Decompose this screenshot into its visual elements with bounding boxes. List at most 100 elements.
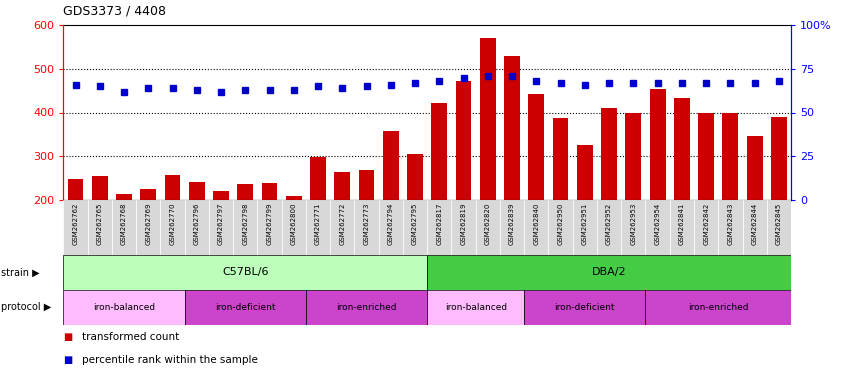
- Text: GSM262797: GSM262797: [218, 203, 224, 245]
- Bar: [189, 182, 205, 200]
- Text: GSM262800: GSM262800: [291, 203, 297, 245]
- Bar: [63, 200, 88, 255]
- Bar: [88, 200, 112, 255]
- Text: GSM262951: GSM262951: [582, 203, 588, 245]
- Bar: [261, 184, 277, 200]
- Text: GSM262820: GSM262820: [485, 203, 491, 245]
- Bar: [306, 290, 427, 325]
- Bar: [184, 290, 306, 325]
- Text: percentile rank within the sample: percentile rank within the sample: [82, 354, 258, 364]
- Bar: [722, 113, 739, 200]
- Text: transformed count: transformed count: [82, 331, 179, 341]
- Bar: [597, 200, 621, 255]
- Bar: [548, 200, 573, 255]
- Bar: [383, 131, 398, 200]
- Text: C57BL/6: C57BL/6: [222, 268, 268, 278]
- Bar: [529, 94, 544, 200]
- Text: GSM262771: GSM262771: [315, 203, 321, 245]
- Text: GSM262768: GSM262768: [121, 203, 127, 245]
- Bar: [500, 200, 525, 255]
- Bar: [238, 184, 253, 200]
- Bar: [68, 179, 84, 200]
- Bar: [136, 200, 161, 255]
- Bar: [625, 113, 641, 200]
- Text: GSM262762: GSM262762: [73, 203, 79, 245]
- Bar: [140, 189, 157, 200]
- Bar: [282, 200, 306, 255]
- Bar: [257, 200, 282, 255]
- Text: ■: ■: [63, 354, 73, 364]
- Bar: [334, 172, 350, 200]
- Bar: [525, 200, 548, 255]
- Text: GSM262839: GSM262839: [509, 203, 515, 245]
- Bar: [427, 200, 452, 255]
- Text: GSM262952: GSM262952: [606, 203, 613, 245]
- Text: GSM262819: GSM262819: [460, 203, 467, 245]
- Bar: [403, 200, 427, 255]
- Text: iron-balanced: iron-balanced: [93, 303, 155, 312]
- Text: GSM262773: GSM262773: [364, 203, 370, 245]
- Bar: [213, 191, 229, 200]
- Bar: [427, 290, 525, 325]
- Text: ■: ■: [63, 331, 73, 341]
- Text: GSM262954: GSM262954: [655, 203, 661, 245]
- Bar: [577, 145, 593, 200]
- Bar: [525, 290, 645, 325]
- Bar: [694, 200, 718, 255]
- Bar: [330, 200, 354, 255]
- Text: GSM262840: GSM262840: [533, 203, 540, 245]
- Bar: [621, 200, 645, 255]
- Bar: [456, 81, 471, 200]
- Text: GSM262841: GSM262841: [678, 203, 685, 245]
- Bar: [112, 200, 136, 255]
- Bar: [306, 200, 330, 255]
- Bar: [480, 38, 496, 200]
- Text: GSM262799: GSM262799: [266, 203, 272, 245]
- Text: GSM262950: GSM262950: [558, 203, 563, 245]
- Text: GSM262772: GSM262772: [339, 203, 345, 245]
- Bar: [698, 113, 714, 200]
- Bar: [161, 200, 184, 255]
- Bar: [743, 200, 766, 255]
- Bar: [116, 194, 132, 200]
- Text: GSM262794: GSM262794: [387, 203, 394, 245]
- Bar: [452, 200, 475, 255]
- Text: GSM262796: GSM262796: [194, 203, 200, 245]
- Bar: [670, 200, 694, 255]
- Bar: [645, 200, 670, 255]
- Text: iron-deficient: iron-deficient: [215, 303, 276, 312]
- Bar: [310, 157, 326, 200]
- Text: iron-balanced: iron-balanced: [445, 303, 507, 312]
- Bar: [475, 200, 500, 255]
- Bar: [286, 195, 302, 200]
- Bar: [645, 290, 791, 325]
- Bar: [504, 56, 520, 200]
- Bar: [771, 117, 787, 200]
- Bar: [63, 290, 184, 325]
- Bar: [718, 200, 743, 255]
- Text: iron-enriched: iron-enriched: [337, 303, 397, 312]
- Text: GSM262953: GSM262953: [630, 203, 636, 245]
- Bar: [184, 200, 209, 255]
- Text: DBA/2: DBA/2: [592, 268, 626, 278]
- Bar: [92, 176, 107, 200]
- Bar: [650, 89, 666, 200]
- Text: GSM262795: GSM262795: [412, 203, 418, 245]
- Text: GSM262844: GSM262844: [751, 203, 758, 245]
- Text: protocol ▶: protocol ▶: [1, 303, 51, 313]
- Bar: [165, 175, 180, 200]
- Bar: [766, 200, 791, 255]
- Text: GSM262845: GSM262845: [776, 203, 782, 245]
- Text: GSM262765: GSM262765: [96, 203, 103, 245]
- Bar: [747, 136, 762, 200]
- Bar: [552, 118, 569, 200]
- Bar: [209, 200, 233, 255]
- Bar: [359, 170, 375, 200]
- Bar: [233, 200, 257, 255]
- Bar: [573, 200, 597, 255]
- Text: iron-enriched: iron-enriched: [688, 303, 749, 312]
- Bar: [63, 255, 427, 290]
- Bar: [674, 98, 689, 200]
- Text: GDS3373 / 4408: GDS3373 / 4408: [63, 5, 167, 18]
- Bar: [354, 200, 379, 255]
